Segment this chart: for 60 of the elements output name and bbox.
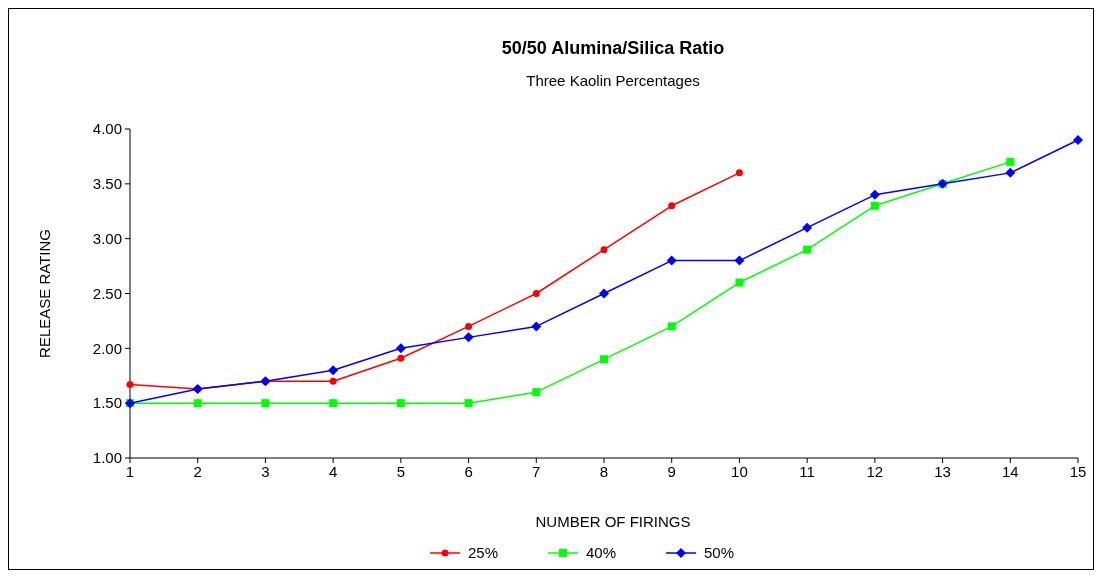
x-tick-label: 5 <box>396 463 406 480</box>
point <box>395 343 406 354</box>
chart-title: 50/50 Alumina/Silica Ratio <box>501 38 725 58</box>
point <box>870 201 879 210</box>
chart-subtitle: Three Kaolin Percentages <box>526 72 700 89</box>
x-tick-label: 7 <box>532 463 541 480</box>
point <box>329 399 338 408</box>
y-tick-label: 1.00 <box>92 449 122 467</box>
point <box>666 255 677 266</box>
point <box>1006 157 1015 166</box>
point <box>532 290 540 297</box>
point <box>599 288 609 299</box>
x-tick-label: 14 <box>1001 463 1019 480</box>
x-tick-label: 9 <box>667 463 676 480</box>
point <box>126 381 134 389</box>
y-tick-label: 3.00 <box>92 229 122 247</box>
point <box>532 388 541 397</box>
point <box>1005 167 1016 178</box>
point <box>667 322 676 331</box>
point <box>802 222 813 233</box>
point <box>531 321 542 332</box>
legend-label: 50% <box>704 544 735 562</box>
x-tick-label: 2 <box>193 463 202 480</box>
point <box>397 354 405 362</box>
x-tick-label: 4 <box>328 463 338 480</box>
point <box>1073 134 1083 145</box>
point <box>600 355 608 364</box>
point <box>328 365 339 376</box>
point <box>869 189 880 200</box>
x-tick-label: 10 <box>731 463 748 480</box>
x-axis-title: NUMBER OF FIRINGS <box>535 513 691 530</box>
point <box>735 169 743 177</box>
legend-label: 40% <box>586 544 617 562</box>
point <box>600 246 608 254</box>
y-tick-label: 2.00 <box>92 339 122 357</box>
point <box>396 399 405 408</box>
x-tick-label: 6 <box>464 463 473 480</box>
x-tick-label: 8 <box>599 463 609 480</box>
point <box>329 377 337 385</box>
point <box>261 399 270 408</box>
x-tick-label: 15 <box>1069 463 1087 480</box>
y-axis-title: RELEASE RATING <box>36 229 53 358</box>
y-tick-label: 4.00 <box>92 120 122 138</box>
y-tick-label: 3.50 <box>92 175 122 193</box>
legend-label: 25% <box>468 544 499 562</box>
x-tick-label: 13 <box>934 463 951 480</box>
x-tick-label: 1 <box>125 463 135 480</box>
point <box>193 399 202 408</box>
point <box>465 322 473 330</box>
point <box>463 332 474 343</box>
point <box>735 278 744 287</box>
point <box>734 255 745 266</box>
point <box>803 245 812 254</box>
x-tick-label: 11 <box>799 463 815 480</box>
x-tick-label: 12 <box>866 463 884 480</box>
point <box>668 202 676 210</box>
y-tick-label: 2.50 <box>92 284 122 302</box>
point <box>464 399 473 408</box>
x-tick-label: 3 <box>261 463 270 480</box>
y-tick-label: 1.50 <box>92 394 122 412</box>
